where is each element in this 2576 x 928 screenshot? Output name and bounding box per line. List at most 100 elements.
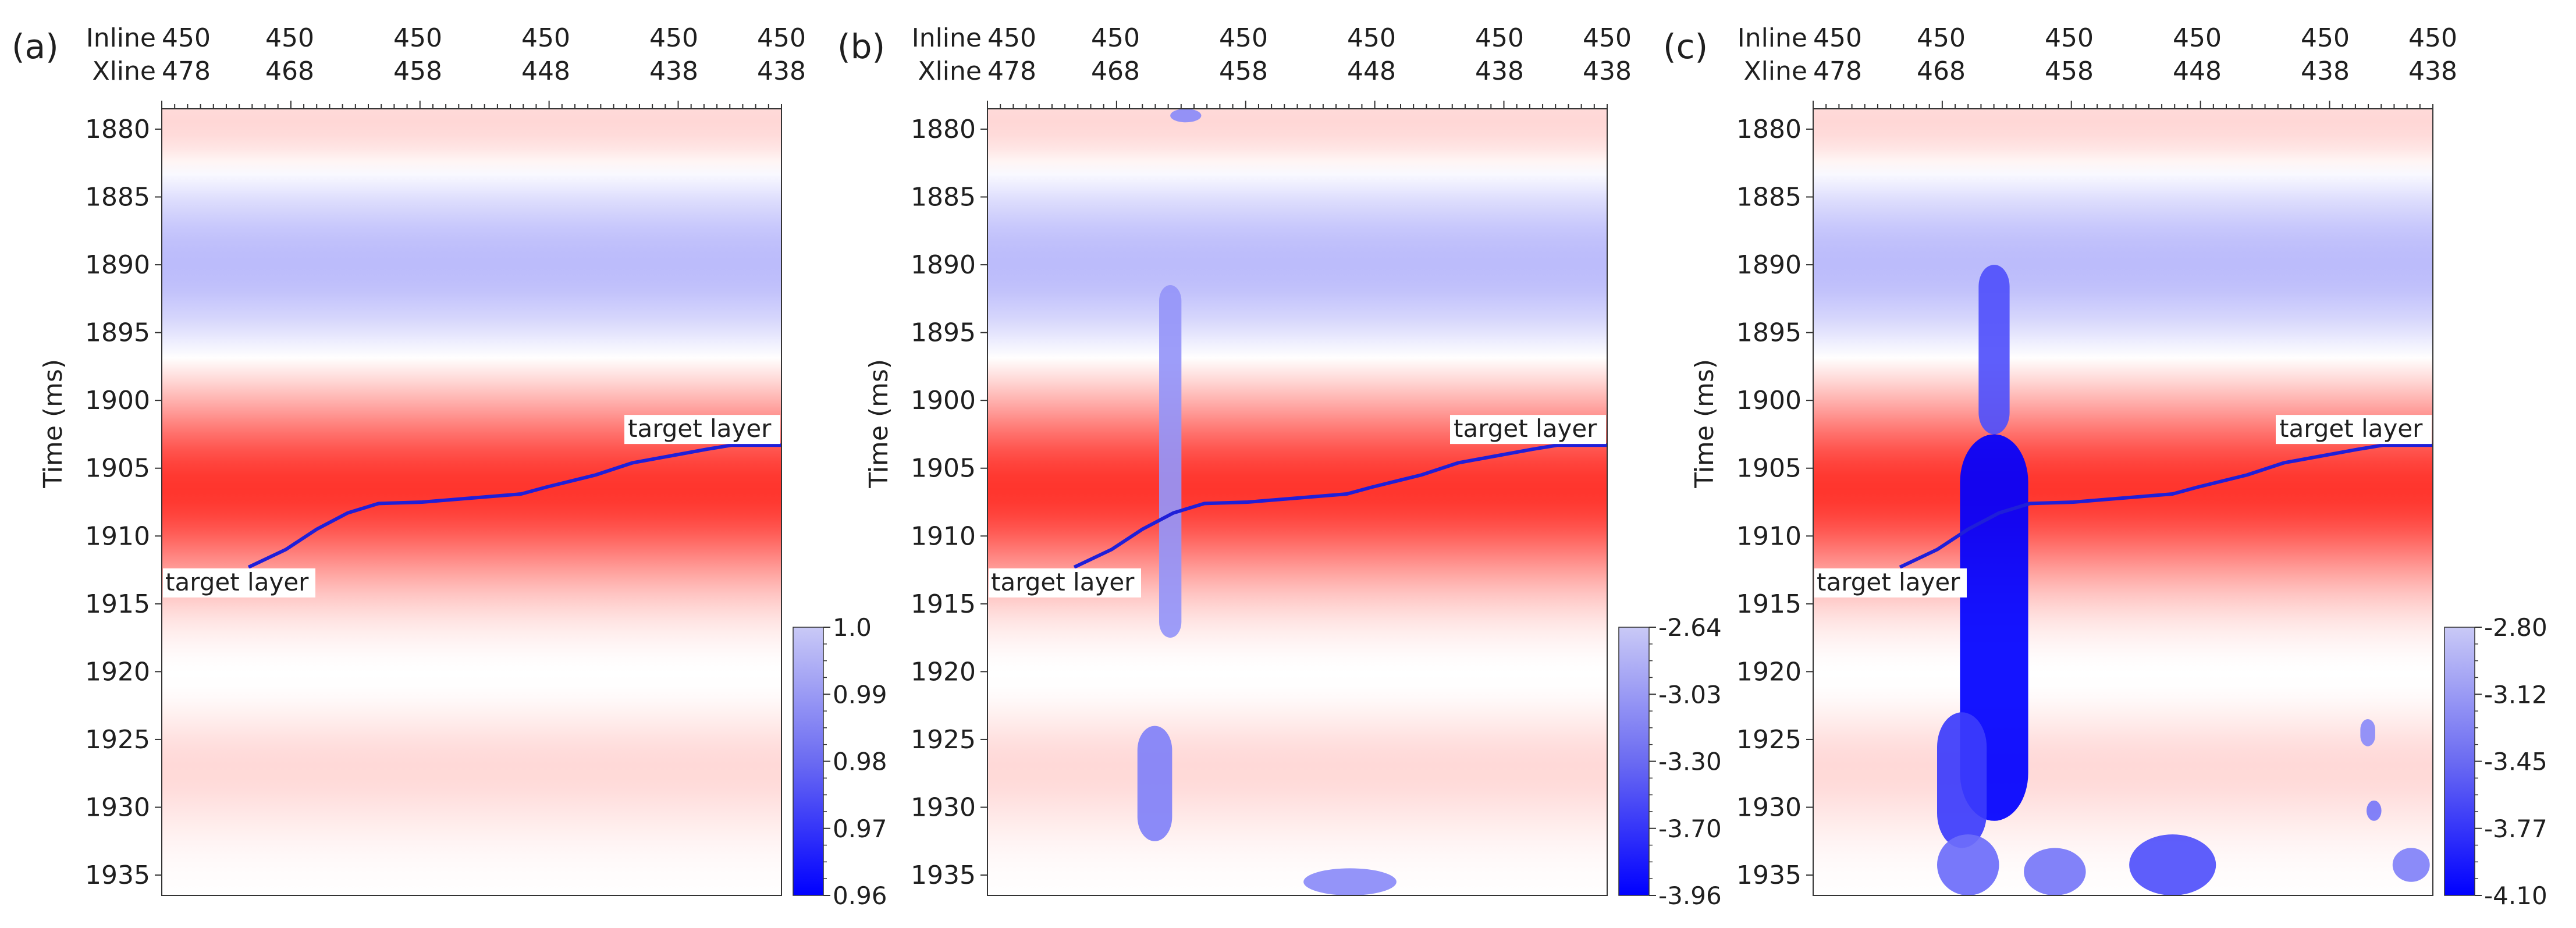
target-layer-label: target layer <box>628 414 772 443</box>
inline-tick-label: 450 <box>2301 23 2350 53</box>
colorbar-label: 0.96 <box>833 881 887 910</box>
colorbar-label: -3.12 <box>2484 680 2547 709</box>
time-tick-label: 1935 <box>911 861 976 890</box>
target-layer-label-bg <box>989 568 1141 598</box>
time-tick-label: 1880 <box>911 115 976 144</box>
time-tick-label: 1915 <box>911 589 976 619</box>
anomaly-4 <box>2129 834 2216 895</box>
xline-tick-label: 438 <box>1475 56 1524 86</box>
panel-2: (b) InlineXline45047845046845045845044845… <box>837 23 1722 910</box>
time-tick-label: 1890 <box>911 250 976 280</box>
xline-tick-label: 448 <box>2173 56 2222 86</box>
target-layer-label: target layer <box>1454 414 1597 443</box>
inline-tick-label: 450 <box>2173 23 2222 53</box>
xline-title: Xline <box>1743 56 1807 86</box>
time-tick-label: 1900 <box>85 386 150 415</box>
seismic-section <box>987 109 1607 895</box>
panel-label: (b) <box>837 27 885 66</box>
time-tick-label: 1920 <box>85 657 150 687</box>
anomaly-8 <box>2392 848 2430 882</box>
inline-tick-label: 450 <box>757 23 806 53</box>
inline-tick-label: 450 <box>987 23 1036 53</box>
xline-tick-label: 448 <box>521 56 570 86</box>
time-tick-label: 1930 <box>85 792 150 822</box>
time-tick-label: 1895 <box>1736 318 1802 348</box>
time-tick-label: 1880 <box>1736 115 1802 144</box>
colorbar-label: 1.0 <box>833 613 872 642</box>
time-tick-label: 1880 <box>85 115 150 144</box>
target-layer-label: target layer <box>165 568 309 596</box>
inline-tick-label: 450 <box>1813 23 1862 53</box>
time-tick-label: 1915 <box>85 589 150 619</box>
colorbar-label: -2.80 <box>2484 613 2547 642</box>
time-tick-label: 1930 <box>911 792 976 822</box>
xline-tick-label: 458 <box>2045 56 2094 86</box>
time-tick-label: 1925 <box>1736 725 1802 755</box>
anomaly-3 <box>1303 868 1397 895</box>
inline-tick-label: 450 <box>649 23 698 53</box>
colorbar-label: -3.96 <box>1658 881 1722 910</box>
inline-tick-label: 450 <box>1583 23 1632 53</box>
target-horizon-line <box>1073 443 1607 569</box>
colorbar-label: -4.10 <box>2484 881 2547 910</box>
inline-tick-label: 450 <box>393 23 442 53</box>
target-horizon-line <box>247 443 781 569</box>
target-layer-label: target layer <box>991 568 1135 596</box>
inline-tick-label: 450 <box>2408 23 2457 53</box>
anomaly-group <box>1137 109 1397 895</box>
anomaly-0 <box>1159 285 1182 638</box>
inline-tick-label: 450 <box>2045 23 2094 53</box>
time-tick-label: 1925 <box>85 725 150 755</box>
colorbar <box>2444 627 2475 896</box>
colorbar-label: -3.45 <box>2484 748 2547 776</box>
time-tick-label: 1900 <box>1736 386 1802 415</box>
time-tick-label: 1890 <box>85 250 150 280</box>
anomaly-group <box>1937 265 2430 895</box>
target-layer-label: target layer <box>2279 414 2423 443</box>
xline-tick-label: 438 <box>1583 56 1632 86</box>
colorbar <box>793 627 824 896</box>
inline-tick-label: 450 <box>1347 23 1396 53</box>
inline-tick-label: 450 <box>162 23 211 53</box>
colorbar-label: -3.30 <box>1658 748 1722 776</box>
anomaly-0 <box>1978 265 2010 435</box>
target-layer-label-bg <box>2276 415 2432 445</box>
time-tick-label: 1910 <box>1736 521 1802 551</box>
colorbar <box>1618 627 1650 896</box>
anomaly-2 <box>1937 712 1987 848</box>
target-horizon-line <box>1899 443 2433 569</box>
panel-label: (a) <box>12 27 59 66</box>
panel-3: (c) InlineXline45047845046845045845044845… <box>1663 23 2547 910</box>
time-tick-label: 1920 <box>911 657 976 687</box>
anomaly-2 <box>1170 109 1202 123</box>
time-tick-label: 1890 <box>1736 250 1802 280</box>
xline-title: Xline <box>92 56 156 86</box>
inline-tick-label: 450 <box>265 23 314 53</box>
time-tick-label: 1910 <box>85 521 150 551</box>
target-layer-label-bg <box>163 568 315 598</box>
time-tick-label: 1930 <box>1736 792 1802 822</box>
y-axis-title: Time (ms) <box>38 359 68 489</box>
time-tick-label: 1885 <box>911 183 976 212</box>
panel-1: (a) InlineXline45047845046845045845044845… <box>12 23 887 910</box>
anomaly-1 <box>1137 726 1172 841</box>
inline-title: Inline <box>912 23 982 53</box>
time-tick-label: 1925 <box>911 725 976 755</box>
time-tick-label: 1885 <box>85 183 150 212</box>
xline-tick-label: 438 <box>649 56 698 86</box>
seismic-section <box>1813 109 2433 895</box>
time-tick-label: 1905 <box>1736 454 1802 483</box>
time-tick-label: 1920 <box>1736 657 1802 687</box>
target-layer-label: target layer <box>1817 568 1960 596</box>
xline-tick-label: 438 <box>2408 56 2457 86</box>
time-tick-label: 1905 <box>85 454 150 483</box>
inline-tick-label: 450 <box>1091 23 1140 53</box>
xline-tick-label: 478 <box>162 56 211 86</box>
colorbar-label: 0.98 <box>833 748 887 776</box>
inline-tick-label: 450 <box>1475 23 1524 53</box>
xline-tick-label: 468 <box>1091 56 1140 86</box>
time-tick-label: 1895 <box>85 318 150 348</box>
xline-tick-label: 478 <box>987 56 1036 86</box>
inline-tick-label: 450 <box>1219 23 1268 53</box>
